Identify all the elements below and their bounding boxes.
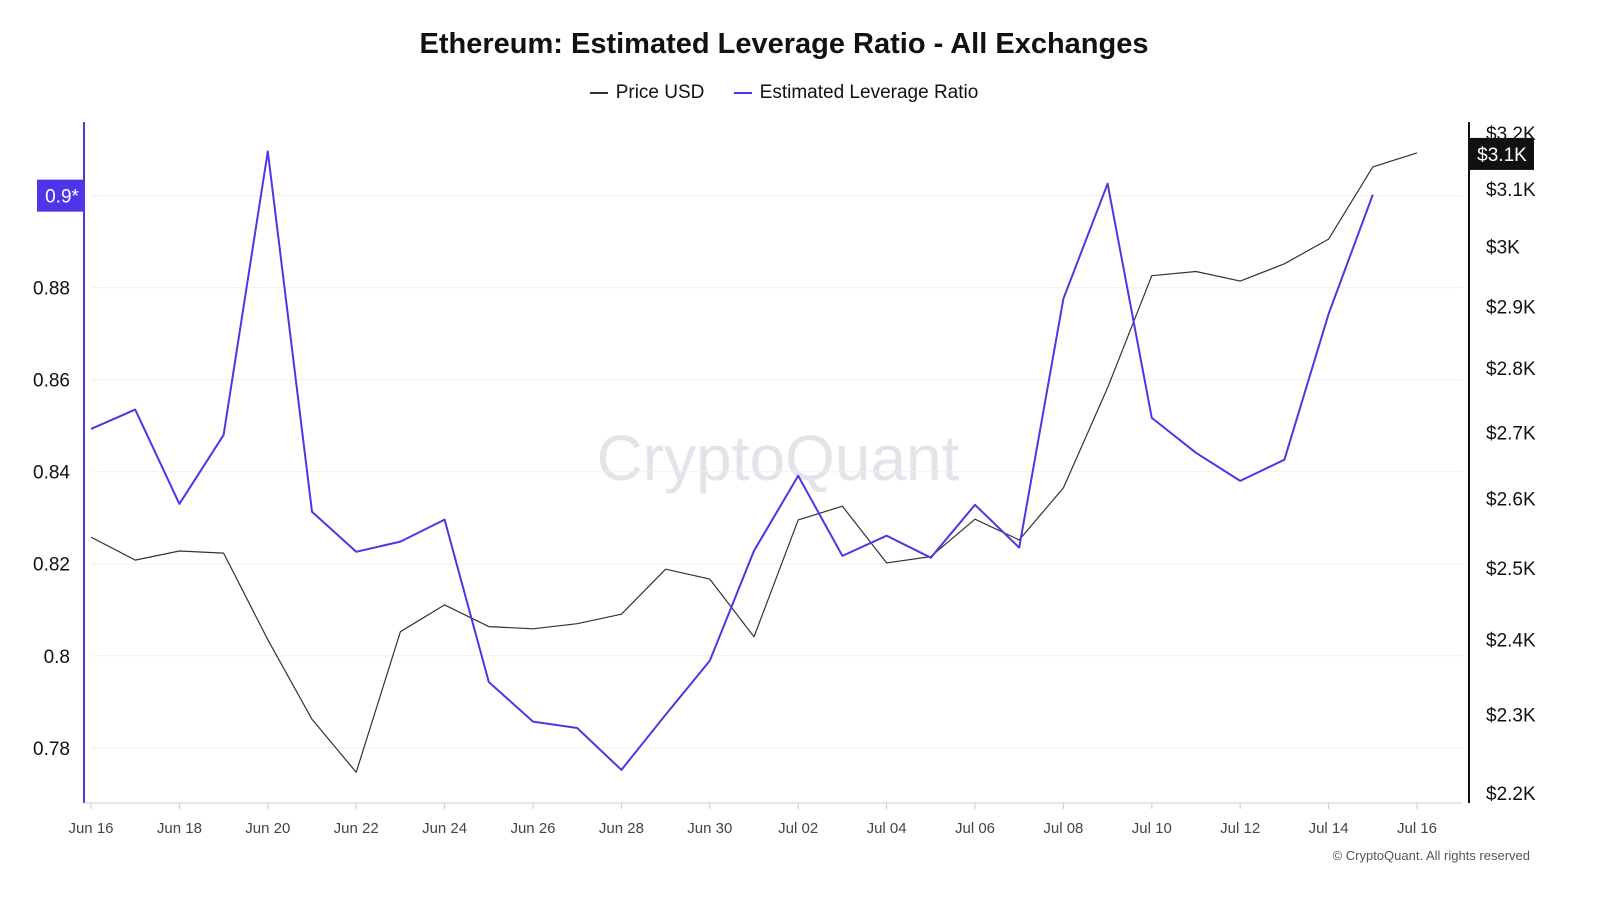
- x-tick-label: Jul 06: [955, 820, 995, 837]
- right-current-badge: [1470, 137, 1534, 170]
- x-tick-label: Jul 14: [1309, 820, 1349, 837]
- legend-item-leverage[interactable]: Estimated Leverage Ratio: [733, 82, 979, 104]
- copyright: © CryptoQuant. All rights reserved: [1332, 848, 1530, 863]
- x-tick-label: Jun 26: [510, 820, 555, 837]
- x-tick-label: Jun 22: [334, 820, 379, 837]
- left-tick-label: 0.8: [44, 647, 70, 668]
- right-tick-label: $2.9K: [1486, 297, 1536, 318]
- x-tick-label: Jul 02: [778, 820, 818, 837]
- left-current-label: 0.9*: [45, 187, 79, 208]
- right-tick-label: $2.8K: [1486, 359, 1536, 380]
- x-tick-label: Jun 20: [245, 820, 290, 837]
- left-tick-label: 0.84: [33, 463, 70, 484]
- x-tick-label: Jun 30: [687, 820, 732, 837]
- x-tick-label: Jun 16: [68, 820, 113, 837]
- x-tick-label: Jul 08: [1043, 820, 1083, 837]
- left-tick-label: 0.82: [33, 555, 70, 576]
- left-tick-label: 0.88: [33, 279, 70, 300]
- x-tick-label: Jul 10: [1132, 820, 1172, 837]
- right-tick-label: $2.2K: [1486, 784, 1536, 805]
- x-tick-label: Jun 24: [422, 820, 467, 837]
- right-tick-label: $2.3K: [1486, 706, 1536, 727]
- legend-item-price[interactable]: Price USD: [589, 82, 705, 104]
- x-tick-label: Jun 18: [157, 820, 202, 837]
- leverage-line: [90, 150, 1374, 771]
- watermark: CryptoQuant: [597, 422, 960, 494]
- x-tick-label: Jun 28: [599, 820, 644, 837]
- x-tick-label: Jul 16: [1397, 820, 1437, 837]
- right-current-label: $3.1K: [1477, 145, 1527, 166]
- right-tick-label: $2.4K: [1486, 631, 1536, 652]
- right-tick-label: $2.5K: [1486, 559, 1536, 580]
- right-tick-label: $3.1K: [1486, 180, 1536, 201]
- chart-title: Ethereum: Estimated Leverage Ratio - All…: [419, 28, 1149, 60]
- left-tick-label: 0.86: [33, 371, 70, 392]
- left-current-badge: [37, 179, 84, 212]
- x-tick-label: Jul 12: [1220, 820, 1260, 837]
- right-tick-label: $3K: [1486, 238, 1520, 259]
- x-tick-label: Jul 04: [867, 820, 907, 837]
- right-tick-label: $2.6K: [1486, 490, 1536, 511]
- right-tick-label: $2.7K: [1486, 423, 1536, 444]
- legend-label: Estimated Leverage Ratio: [759, 82, 979, 103]
- legend: Price USD Estimated Leverage Ratio: [0, 78, 1568, 104]
- left-tick-label: 0.78: [33, 739, 70, 760]
- legend-label: Price USD: [615, 82, 705, 103]
